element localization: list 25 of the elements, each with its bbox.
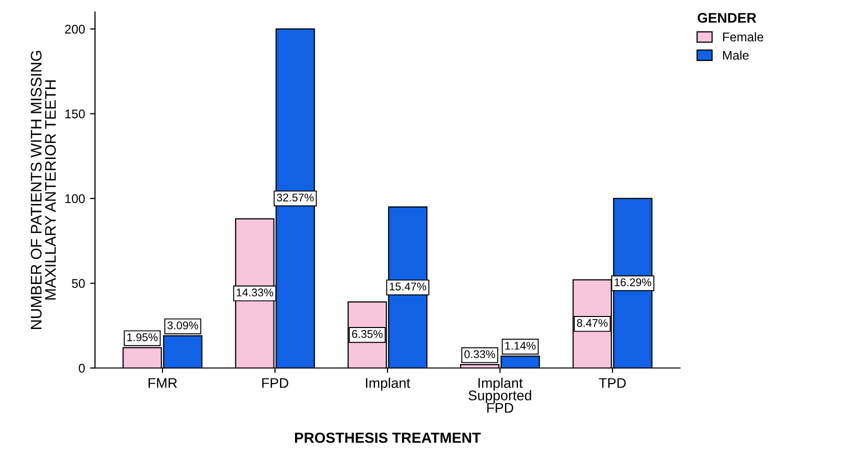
annotation: 3.09%: [167, 321, 198, 330]
x-axis-title: PROSTHESIS TREATMENT: [295, 432, 481, 443]
annotation: 15.47%: [390, 282, 426, 290]
annotation: 16.29%: [614, 278, 652, 286]
x-tick-label: Implant: [366, 378, 410, 391]
y-tick-label: 100: [65, 194, 85, 204]
y-tick-label: 0: [78, 364, 85, 373]
legend-label: Male: [723, 50, 749, 60]
annotation: 0.33%: [464, 350, 496, 358]
annotation: 8.47%: [576, 319, 608, 327]
x-tick-label: TPD: [598, 378, 626, 388]
annotation: 14.33%: [236, 288, 274, 296]
annotation: 6.35%: [352, 330, 383, 338]
legend-title: GENDER: [698, 12, 756, 23]
x-tick-label: FMR: [148, 378, 177, 388]
y-axis-title: NUMBER OF PATIENTS WITH MISSING MAXILLARY ANTERIOR TEETH: [30, 50, 56, 329]
y-tick-label: 200: [65, 24, 85, 34]
legend-label: Female: [723, 32, 764, 42]
y-tick-label: 50: [72, 279, 85, 288]
annotation: 1.14%: [505, 342, 536, 350]
x-tick-label: FPD: [262, 378, 288, 388]
annotation: 32.57%: [276, 194, 314, 202]
y-tick-label: 150: [65, 110, 85, 118]
x-tick-label: Implant Supported FPD: [468, 378, 532, 413]
annotation: 1.95%: [127, 333, 158, 342]
